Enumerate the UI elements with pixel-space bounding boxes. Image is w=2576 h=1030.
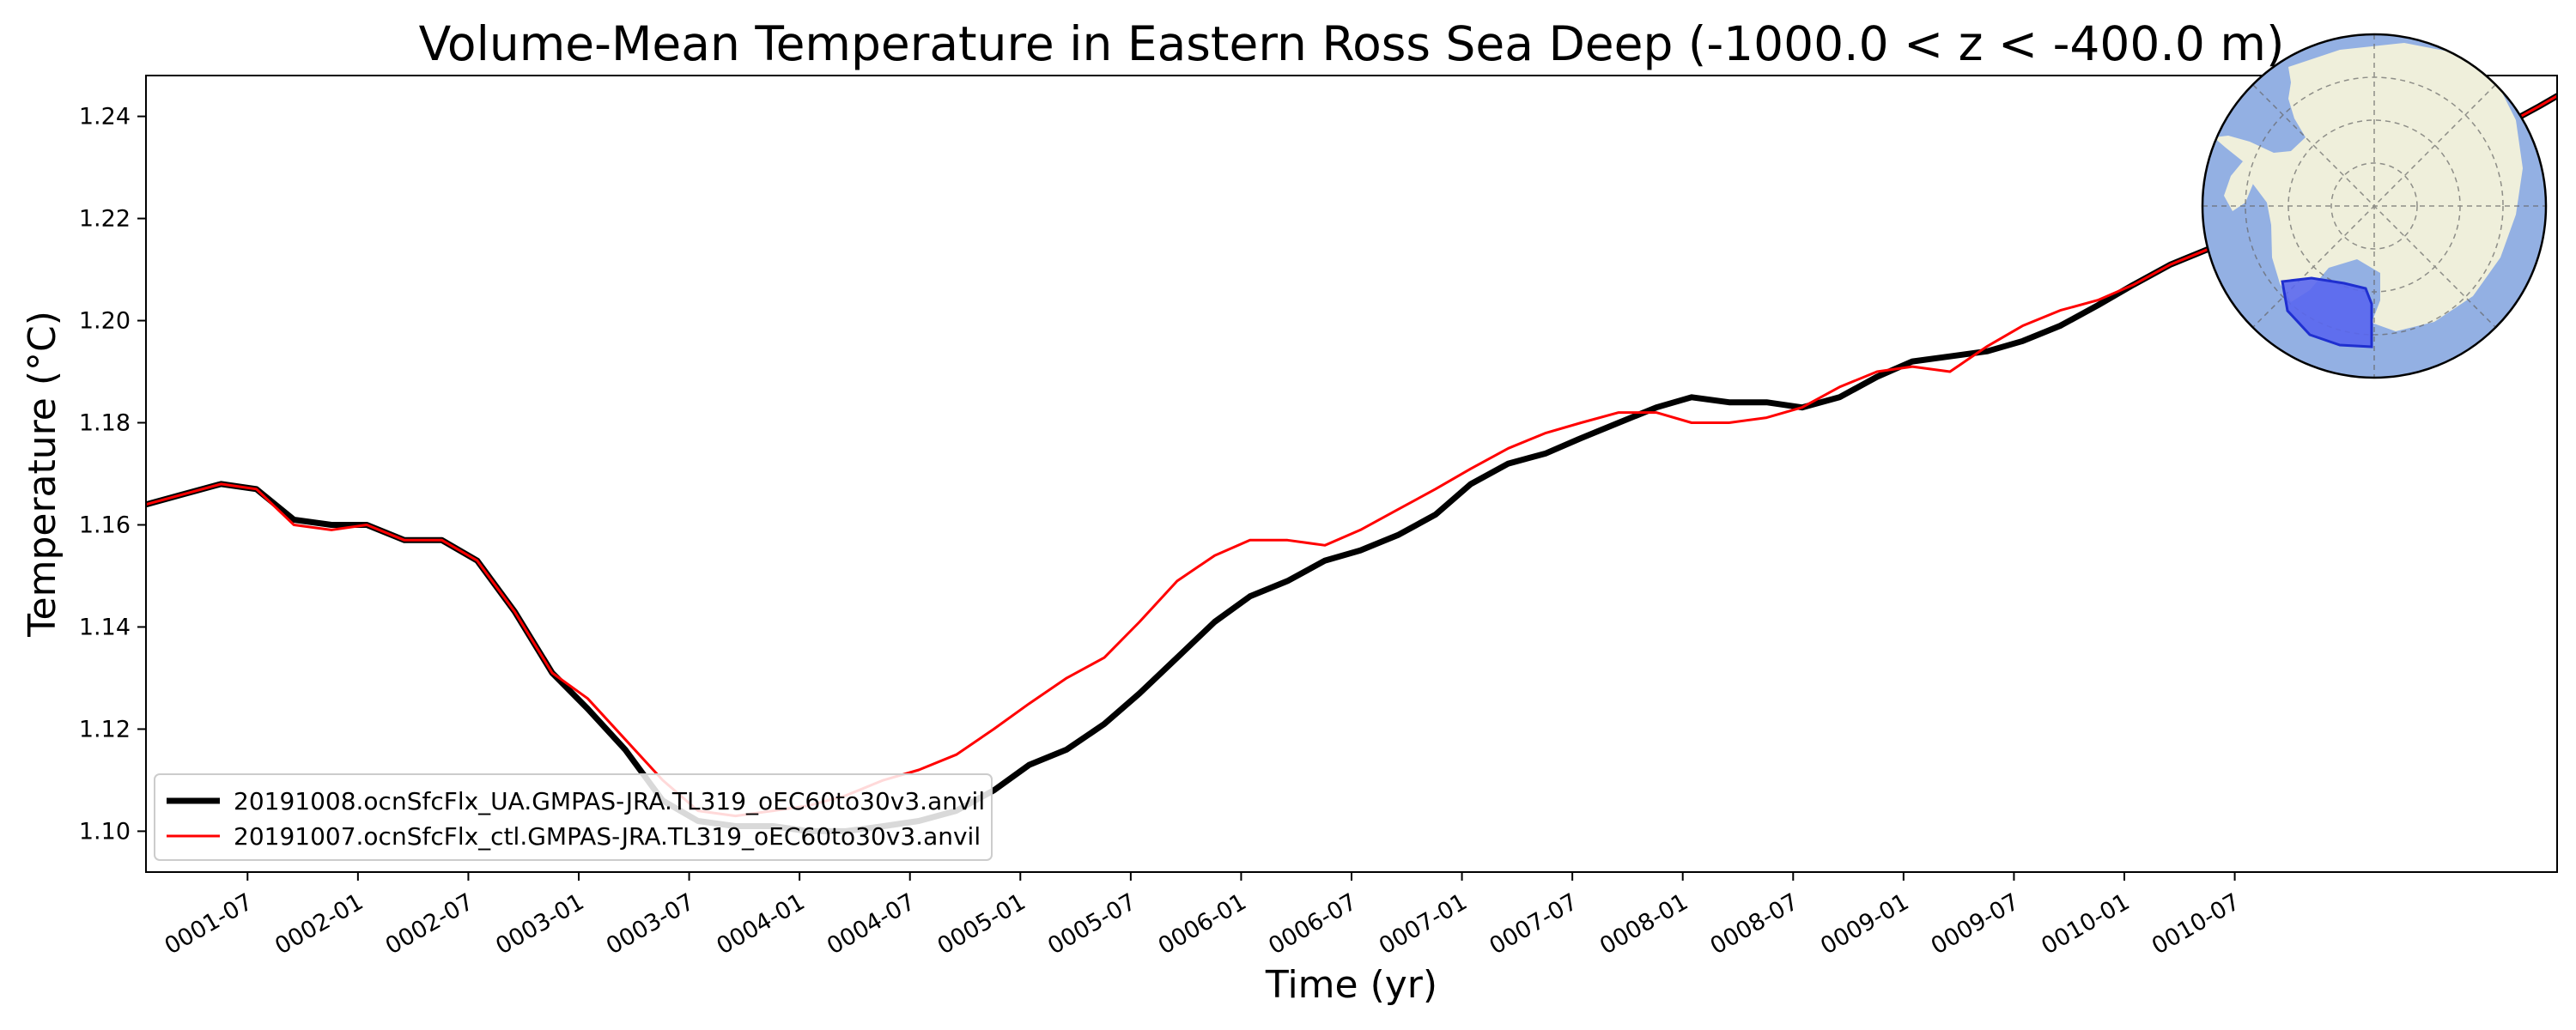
x-tick-label: 0009-07 xyxy=(1927,888,2024,960)
x-tick-label: 0008-01 xyxy=(1595,888,1692,960)
y-tick-label: 1.16 xyxy=(79,512,131,538)
x-tick-label: 0009-01 xyxy=(1816,888,1913,960)
x-tick-label: 0002-07 xyxy=(381,888,478,960)
x-tick-label: 0005-07 xyxy=(1043,888,1140,960)
x-tick-label: 0005-01 xyxy=(933,888,1030,960)
y-axis: 1.10 1.12 1.14 1.16 1.18 1.20 1.22 1.24 xyxy=(79,104,146,845)
x-tick-label: 0008-07 xyxy=(1706,888,1803,960)
y-tick-label: 1.14 xyxy=(79,614,131,640)
chart-title: Volume-Mean Temperature in Eastern Ross … xyxy=(419,16,2285,71)
x-tick-label: 0003-01 xyxy=(491,888,588,960)
x-tick-label: 0004-01 xyxy=(712,888,809,960)
map-graticule xyxy=(2202,34,2546,378)
antarctic-peninsula xyxy=(2224,161,2253,211)
y-tick-label: 1.24 xyxy=(79,104,131,130)
legend-box xyxy=(154,773,993,861)
series-layer xyxy=(146,93,2557,834)
y-tick-label: 1.20 xyxy=(79,308,131,335)
series-line-0 xyxy=(146,93,2557,834)
x-tick-label: 0006-01 xyxy=(1154,888,1251,960)
x-tick-label: 0002-01 xyxy=(270,888,368,960)
legend-label-ctl: 20191007.ocnSfcFlx_ctl.GMPAS-JRA.TL319_o… xyxy=(234,822,981,851)
x-tick-label: 0006-07 xyxy=(1264,888,1361,960)
x-axis: 0001-07 0002-01 0002-07 0003-01 0003-07 0004-… xyxy=(161,872,2245,960)
series-line-1 xyxy=(146,94,2557,818)
x-tick-label: 0004-07 xyxy=(823,888,920,960)
map-frame xyxy=(2201,33,2548,379)
eastern-ross-sea-region xyxy=(2281,276,2373,348)
plot-frame xyxy=(145,75,2558,873)
x-tick-label: 0007-07 xyxy=(1485,888,1582,960)
x-tick-label: 0010-01 xyxy=(2037,888,2134,960)
x-tick-label: 0003-07 xyxy=(602,888,699,960)
legend: 20191008.ocnSfcFlx_UA.GMPAS-JRA.TL319_oE… xyxy=(154,773,993,861)
x-tick-label: 0001-07 xyxy=(161,888,258,960)
y-tick-label: 1.10 xyxy=(79,818,131,845)
x-axis-label: Time (yr) xyxy=(1265,963,1437,1007)
antarctica-landmass xyxy=(2214,43,2523,331)
y-tick-label: 1.12 xyxy=(79,716,131,742)
y-tick-label: 1.18 xyxy=(79,410,131,437)
x-tick-label: 0007-01 xyxy=(1375,888,1472,960)
x-tick-label: 0010-07 xyxy=(2148,888,2245,960)
y-tick-label: 1.22 xyxy=(79,206,131,233)
inset-map xyxy=(2201,33,2548,379)
y-axis-label: Temperature (°C) xyxy=(21,311,64,638)
legend-label-ua: 20191008.ocnSfcFlx_UA.GMPAS-JRA.TL319_oE… xyxy=(234,787,985,815)
